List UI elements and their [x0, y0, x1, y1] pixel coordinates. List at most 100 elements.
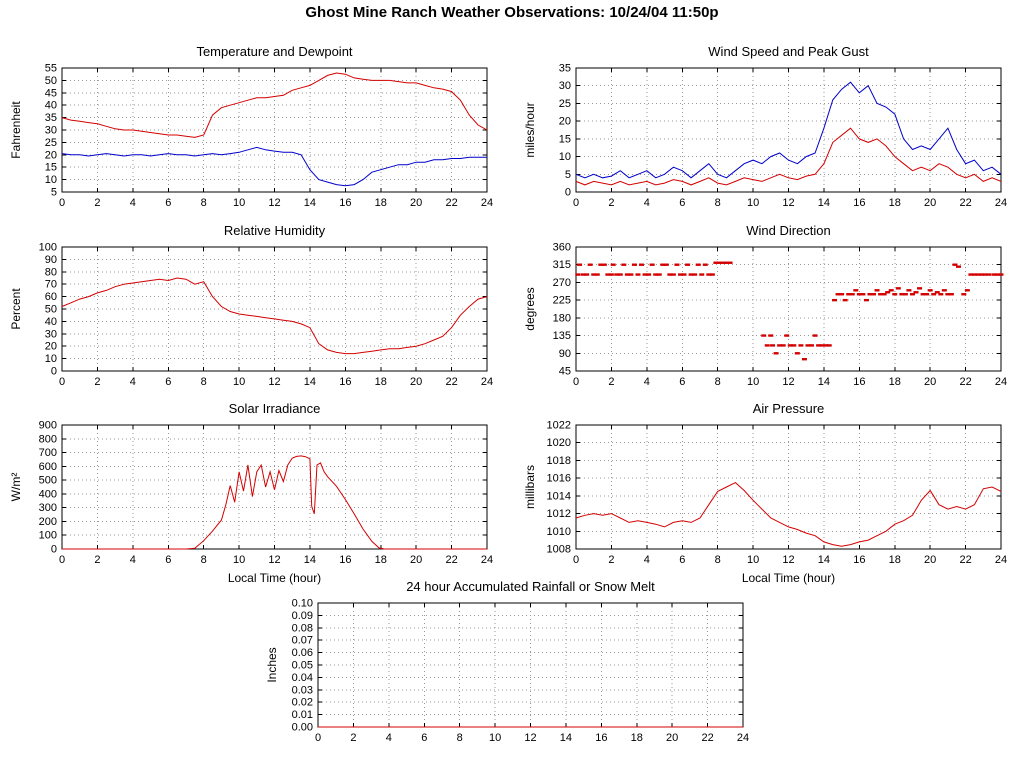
svg-text:Relative Humidity: Relative Humidity	[224, 223, 326, 238]
svg-text:22: 22	[445, 554, 457, 566]
svg-text:2: 2	[94, 554, 100, 566]
svg-text:20: 20	[410, 376, 422, 388]
chart-rainfall-snowmelt: 0 2 4 6 8 10 12 14 16 18 20 22 24 0.00 0.01 0.02 0.03 0.0…	[264, 575, 764, 756]
svg-text:0: 0	[59, 554, 65, 566]
svg-text:500: 500	[39, 475, 57, 487]
svg-text:18: 18	[375, 197, 387, 209]
svg-text:22: 22	[445, 197, 457, 209]
svg-text:10: 10	[747, 197, 759, 209]
svg-text:35: 35	[559, 63, 571, 75]
svg-text:4: 4	[130, 376, 136, 388]
svg-text:8: 8	[715, 376, 721, 388]
svg-text:12: 12	[782, 554, 794, 566]
svg-text:8: 8	[715, 197, 721, 209]
svg-text:Fahrenheit: Fahrenheit	[9, 101, 23, 159]
svg-text:2: 2	[350, 732, 356, 744]
svg-text:6: 6	[165, 376, 171, 388]
svg-text:55: 55	[45, 63, 57, 75]
svg-text:20: 20	[559, 116, 571, 128]
plot-canvas-wind_speed: 0 2 4 6 8 10 12 14 16 18 20 22 2405101520253035Wind …	[523, 44, 1007, 209]
svg-text:12: 12	[782, 376, 794, 388]
svg-text:0.00: 0.00	[292, 722, 313, 734]
svg-text:20: 20	[666, 732, 678, 744]
svg-text:6: 6	[165, 197, 171, 209]
chart-air-pressure: 0 2 4 6 8 10 12 14 16 18 20 22 24 1008 1010 1012 1014 101…	[522, 397, 1022, 592]
svg-text:15: 15	[559, 133, 571, 145]
svg-text:270: 270	[553, 277, 571, 289]
svg-text:4: 4	[130, 554, 136, 566]
svg-text:1016: 1016	[547, 473, 571, 485]
svg-text:0.01: 0.01	[292, 709, 313, 721]
svg-text:4: 4	[644, 376, 650, 388]
svg-text:0.04: 0.04	[292, 672, 313, 684]
svg-text:16: 16	[339, 554, 351, 566]
svg-text:700: 700	[39, 447, 57, 459]
svg-text:4: 4	[644, 197, 650, 209]
svg-text:100: 100	[39, 242, 57, 254]
svg-text:0.10: 0.10	[292, 598, 313, 610]
svg-text:1008: 1008	[547, 544, 571, 556]
svg-text:6: 6	[679, 554, 685, 566]
svg-text:12: 12	[782, 197, 794, 209]
chart-wind-speed-peak-gust: 0 2 4 6 8 10 12 14 16 18 20 22 24 0 5 10 15 20 25 30 35 Wind …	[522, 40, 1022, 221]
svg-text:miles/hour: miles/hour	[523, 102, 537, 157]
svg-text:Percent: Percent	[9, 288, 23, 330]
svg-text:25: 25	[45, 137, 57, 149]
svg-text:0.09: 0.09	[292, 610, 313, 622]
svg-text:Temperature and Dewpoint: Temperature and Dewpoint	[196, 44, 352, 59]
page-title: Ghost Mine Ranch Weather Observations: 1…	[305, 4, 719, 21]
svg-text:2: 2	[608, 197, 614, 209]
svg-text:300: 300	[39, 502, 57, 514]
svg-text:18: 18	[889, 554, 901, 566]
svg-text:800: 800	[39, 433, 57, 445]
svg-text:30: 30	[559, 80, 571, 92]
svg-text:0.08: 0.08	[292, 622, 313, 634]
svg-text:10: 10	[489, 732, 501, 744]
svg-text:16: 16	[339, 197, 351, 209]
svg-text:22: 22	[701, 732, 713, 744]
svg-text:16: 16	[595, 732, 607, 744]
svg-text:8: 8	[201, 554, 207, 566]
svg-text:0: 0	[573, 197, 579, 209]
chart-wind-direction: 0 2 4 6 8 10 12 14 16 18 20 22 24 45 90 135 180 225 270 315…	[522, 219, 1022, 400]
svg-text:5: 5	[51, 187, 57, 199]
plot-canvas-humidity: 0 2 4 6 8 10 12 14 16 18 20 22 240102030405060708090…	[9, 223, 493, 388]
svg-text:20: 20	[410, 197, 422, 209]
svg-text:14: 14	[304, 554, 316, 566]
svg-text:22: 22	[445, 376, 457, 388]
svg-text:40: 40	[45, 100, 57, 112]
svg-text:4: 4	[644, 554, 650, 566]
svg-text:10: 10	[559, 151, 571, 163]
svg-text:8: 8	[201, 376, 207, 388]
svg-text:4: 4	[386, 732, 392, 744]
svg-text:5: 5	[565, 169, 571, 181]
svg-text:6: 6	[679, 376, 685, 388]
svg-text:1020: 1020	[547, 437, 571, 449]
svg-text:Inches: Inches	[265, 647, 279, 682]
svg-text:360: 360	[553, 242, 571, 254]
svg-text:20: 20	[924, 197, 936, 209]
svg-text:0.06: 0.06	[292, 647, 313, 659]
svg-text:60: 60	[45, 291, 57, 303]
svg-text:16: 16	[853, 376, 865, 388]
svg-text:45: 45	[559, 366, 571, 378]
svg-text:2: 2	[608, 376, 614, 388]
svg-text:4: 4	[130, 197, 136, 209]
svg-text:Local Time (hour): Local Time (hour)	[228, 571, 321, 585]
svg-text:90: 90	[559, 348, 571, 360]
svg-text:24: 24	[481, 554, 493, 566]
svg-text:50: 50	[45, 75, 57, 87]
svg-text:25: 25	[559, 98, 571, 110]
svg-text:24 hour Accumulated Rainfall o: 24 hour Accumulated Rainfall or Snow Mel…	[406, 579, 655, 594]
svg-text:10: 10	[747, 554, 759, 566]
svg-text:14: 14	[304, 376, 316, 388]
svg-text:200: 200	[39, 516, 57, 528]
svg-text:10: 10	[233, 197, 245, 209]
svg-text:Solar Irradiance: Solar Irradiance	[229, 401, 321, 416]
svg-text:1014: 1014	[547, 490, 571, 502]
svg-text:12: 12	[268, 197, 280, 209]
svg-text:Air Pressure: Air Pressure	[753, 401, 825, 416]
svg-text:24: 24	[995, 376, 1007, 388]
svg-text:600: 600	[39, 461, 57, 473]
svg-text:16: 16	[339, 376, 351, 388]
